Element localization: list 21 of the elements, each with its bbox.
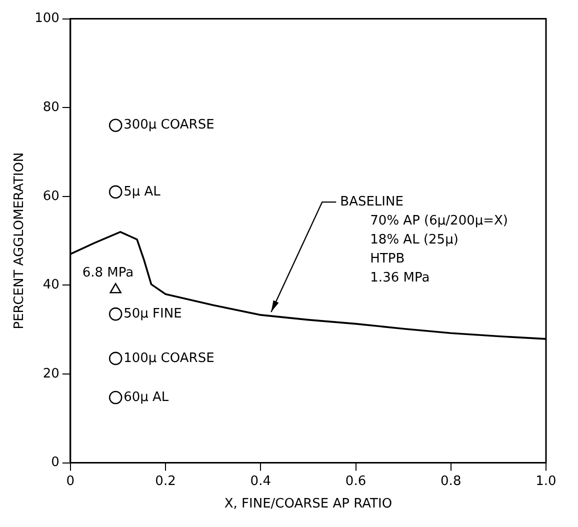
x-tick-label: 0.4 (250, 474, 271, 489)
series-label: 60μ AL (124, 390, 170, 405)
annotation: BASELINE 70% AP (6μ/200μ=X) 18% AL (25μ) HTPB 1.36 MPa (340, 194, 508, 286)
y-tick-label: 20 (42, 366, 60, 382)
y-axis-title: PERCENT AGGLOMERATION (12, 152, 28, 330)
x-tick-label: 0 (66, 474, 75, 489)
x-tick-label: 0.8 (440, 474, 462, 489)
y-tick-label: 80 (42, 100, 60, 115)
series-label: 100μ COARSE (124, 350, 214, 366)
x-tick-label: 0.2 (155, 474, 176, 489)
series-label: 300μ COARSE (124, 118, 214, 133)
series-label: 5μ AL (124, 184, 162, 200)
x-tick-label: 1.0 (536, 474, 556, 489)
y-tick-label: 60 (42, 188, 60, 204)
series-label: 6.8 MPa (82, 266, 134, 281)
y-tick-label: 0 (51, 455, 60, 470)
y-tick-label: 40 (42, 278, 60, 293)
y-tick-label: 100 (34, 11, 60, 26)
x-tick-label: 0.6 (345, 474, 366, 489)
series-label: 50μ FINE (124, 306, 182, 322)
x-axis-title: X, FINE/COARSE AP RATIO (224, 496, 392, 512)
